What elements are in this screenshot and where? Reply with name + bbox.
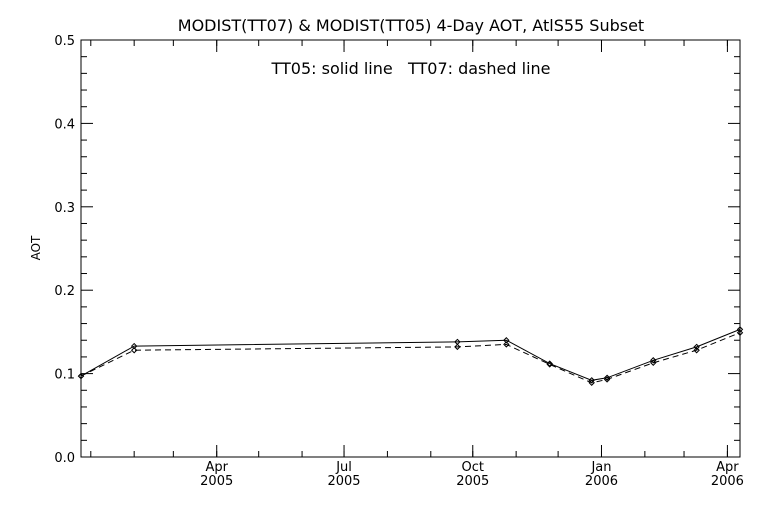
chart-title: MODIST(TT07) & MODIST(TT05) 4-Day AOT, A…	[178, 16, 644, 35]
y-tick-label: 0.2	[54, 284, 75, 299]
data-point-tt05	[736, 326, 744, 333]
x-tick-label-month: Oct	[462, 460, 484, 475]
x-tick-label-month: Apr	[716, 460, 739, 475]
data-point-tt05	[503, 337, 510, 344]
y-tick-label: 0.4	[54, 117, 75, 132]
x-tick-label-year: 2005	[200, 474, 233, 489]
data-point-tt07	[603, 376, 611, 383]
series-line-tt05	[80, 328, 741, 381]
data-point-tt07	[650, 359, 657, 366]
y-tick-label: 0.5	[54, 34, 75, 49]
x-tick-label-year: 2006	[585, 474, 618, 489]
data-point-tt07	[77, 372, 85, 380]
x-tick-label-year: 2006	[711, 474, 744, 489]
x-tick-label-month: Jul	[335, 460, 352, 475]
data-point-tt05	[546, 360, 553, 367]
data-point-tt07	[588, 379, 595, 386]
y-tick-label: 0.0	[54, 451, 75, 466]
series-layer	[77, 326, 744, 386]
y-tick-label: 0.3	[54, 201, 75, 216]
data-point-tt05	[650, 357, 657, 364]
data-point-tt07	[130, 347, 138, 354]
data-point-tt05	[693, 343, 700, 351]
x-tick-label-month: Apr	[205, 460, 228, 475]
x-tick-label-year: 2005	[327, 474, 360, 489]
data-point-tt05	[603, 374, 611, 381]
series-line-tt07	[80, 332, 741, 384]
data-point-tt07	[546, 361, 553, 368]
y-axis-label: AOT	[29, 235, 43, 260]
x-tick-label-year: 2005	[456, 474, 489, 489]
axis-ticks: 0.00.10.20.30.40.5Apr2005Jul2005Oct2005J…	[54, 34, 744, 489]
x-tick-label-month: Jan	[590, 460, 611, 475]
data-point-tt07	[454, 343, 461, 351]
data-point-tt07	[693, 347, 700, 354]
y-tick-label: 0.1	[54, 368, 75, 383]
data-point-tt07	[736, 329, 744, 336]
data-point-tt05	[130, 342, 138, 350]
chart-annotation: TT05: solid line TT07: dashed line	[271, 59, 551, 78]
data-point-tt07	[503, 341, 510, 348]
plot-frame	[80, 39, 741, 458]
